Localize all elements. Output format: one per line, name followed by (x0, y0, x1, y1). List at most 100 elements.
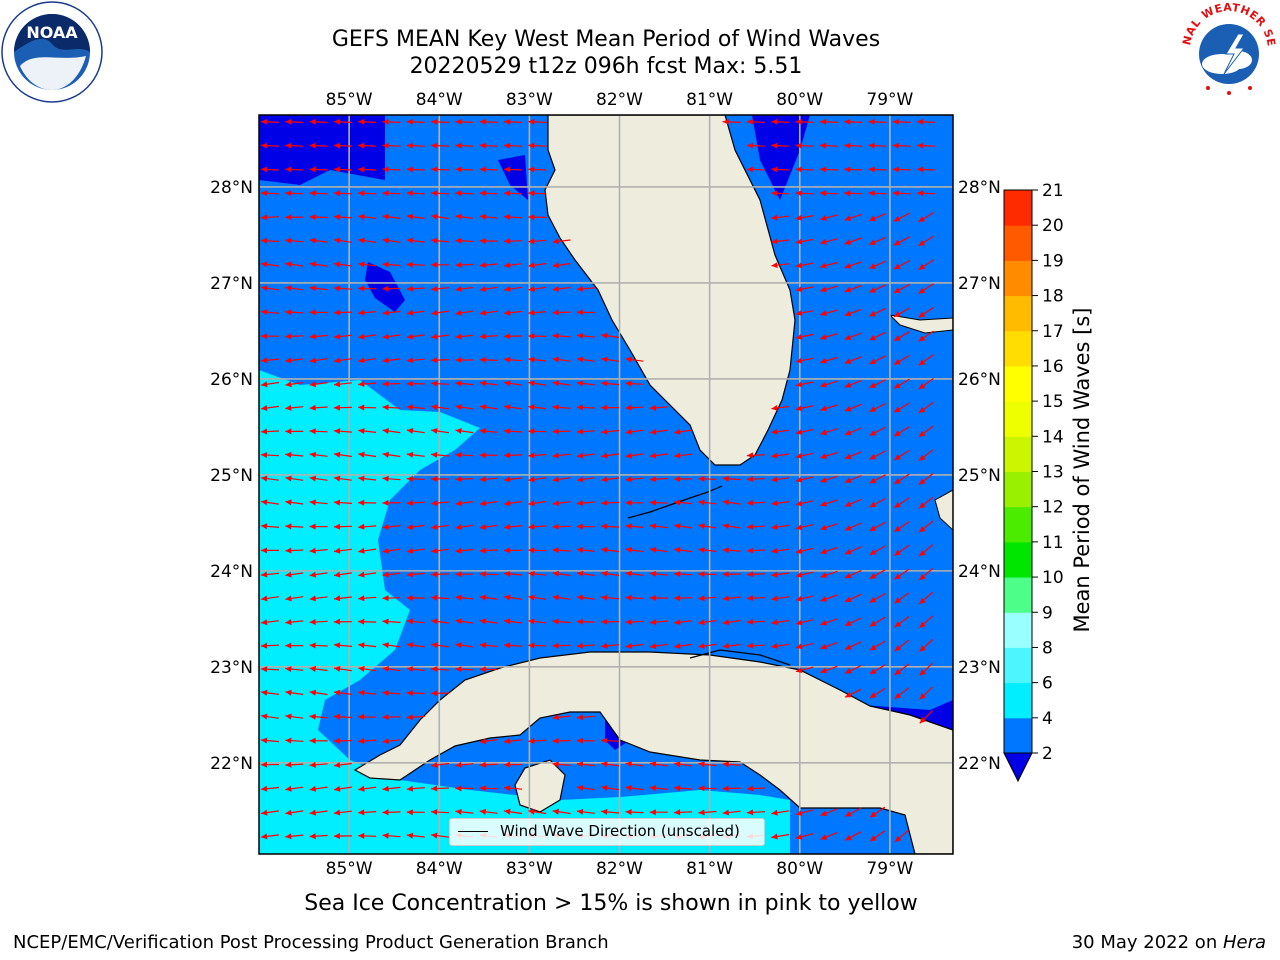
colorbar-tick-label: 9 (1042, 603, 1053, 623)
lat-tick-label-left: 26°N (210, 370, 253, 390)
wave-direction-arrowhead (358, 333, 365, 340)
colorbar-tick-label: 12 (1042, 498, 1064, 518)
wave-direction-arrowhead (285, 689, 292, 696)
wave-direction-arrowhead (504, 286, 511, 292)
wave-direction-arrowhead (771, 166, 778, 173)
wave-direction-arrowhead (261, 689, 268, 696)
wave-direction-arrowhead (893, 239, 901, 246)
wave-direction-arrowhead (771, 262, 778, 269)
wave-direction-arrowhead (333, 190, 341, 197)
wave-direction-arrowhead (820, 310, 827, 317)
wave-direction-arrowhead (625, 476, 632, 483)
wave-direction-arrowhead (625, 594, 632, 601)
wave-direction-arrowhead (285, 571, 292, 578)
wave-direction-arrowhead (552, 380, 560, 387)
colorbar-tick-label: 8 (1042, 638, 1053, 658)
colorbar-segment (1004, 717, 1032, 754)
wave-direction-arrowhead (674, 428, 681, 435)
wave-direction-arrowhead (285, 475, 292, 482)
wave-direction-arrowhead (504, 214, 511, 220)
wave-direction-arrowhead (406, 261, 413, 268)
lon-tick-label-bottom: 81°W (686, 859, 733, 879)
wave-direction-arrowhead (819, 118, 827, 125)
wave-direction-arrowhead (431, 762, 438, 768)
lon-tick-label-bottom: 84°W (416, 859, 463, 879)
wave-direction-arrowhead (601, 356, 608, 363)
wave-direction-arrowhead (455, 642, 462, 649)
wave-direction-arrowhead (601, 761, 608, 768)
colorbar-segment (1004, 682, 1032, 719)
wave-direction-arrowhead (771, 619, 778, 626)
wave-direction-arrowhead (892, 166, 899, 173)
wave-direction-arrowhead (309, 118, 316, 125)
wave-direction-arrowhead (333, 404, 340, 411)
wave-direction-arrowhead (309, 404, 316, 411)
wave-direction-arrowhead (919, 550, 926, 557)
wave-direction-arrowhead (504, 262, 511, 269)
wave-direction-arrowhead (479, 524, 487, 530)
wave-direction-arrowhead (261, 333, 267, 340)
wave-direction-arrowhead (698, 643, 705, 649)
wave-direction-arrowhead (528, 570, 535, 577)
wave-direction-arrowhead (528, 452, 535, 459)
wave-direction-arrowhead (382, 309, 389, 316)
wave-direction-arrowhead (382, 595, 389, 602)
wave-direction-arrowhead (406, 500, 413, 506)
wave-direction-arrowhead (552, 262, 560, 269)
sea-ice-note: Sea Ice Concentration > 15% is shown in … (304, 891, 918, 916)
wave-direction-arrowhead (918, 430, 926, 437)
wave-direction-arrowhead (261, 475, 268, 482)
wave-direction-arrowhead (358, 785, 365, 792)
wave-direction-arrowhead (504, 380, 511, 387)
cuba-north-cays (689, 649, 791, 666)
colorbar-segment (1004, 471, 1032, 508)
wave-direction-arrowhead (358, 618, 365, 625)
wave-direction-arrowhead (845, 620, 852, 626)
wave-direction-arrowhead (431, 618, 438, 625)
wave-direction-arrowhead (649, 404, 657, 411)
wave-direction-arrowhead (406, 142, 413, 149)
wave-direction-arrowhead (479, 428, 486, 435)
wave-direction-arrowhead (869, 263, 876, 269)
wave-direction-arrowhead (649, 809, 656, 816)
wave-direction-arrowhead (382, 642, 389, 649)
wave-direction-arrowhead (552, 570, 559, 577)
wave-direction-arrowhead (698, 499, 705, 506)
wave-direction-arrowhead (358, 261, 365, 268)
wave-direction-arrowhead (844, 501, 852, 507)
wave-direction-arrowhead (747, 642, 754, 649)
wave-direction-arrowhead (261, 713, 268, 720)
wave-direction-arrowhead (261, 118, 268, 125)
wave-direction-arrowhead (601, 594, 608, 601)
wave-direction-arrowhead (894, 478, 901, 484)
wave-direction-arrowhead (674, 643, 681, 649)
wave-direction-arrowhead (674, 452, 681, 459)
wave-direction-arrowhead (869, 406, 877, 412)
wave-direction-arrowhead (747, 476, 754, 483)
wave-direction-arrowhead (649, 476, 656, 483)
colorbar-tick-label: 20 (1042, 216, 1064, 236)
wave-direction-arrowhead (918, 335, 926, 342)
wave-direction-arrowhead (845, 668, 852, 674)
wave-direction-arrowhead (285, 333, 292, 340)
wave-direction-arrowhead (869, 310, 876, 317)
wave-direction-arrowhead (528, 523, 535, 530)
wave-direction-arrowhead (479, 333, 486, 340)
wave-direction-arrowhead (601, 570, 608, 577)
wave-direction-arrowhead (918, 216, 926, 222)
wave-direction-arrowhead (869, 620, 877, 627)
wave-direction-arrowhead (894, 335, 901, 341)
wave-direction-arrowhead (820, 429, 827, 436)
wave-direction-arrowhead (795, 595, 803, 602)
wave-direction-arrowhead (406, 571, 414, 578)
wave-direction-arrowhead (479, 761, 486, 768)
wave-direction-arrowhead (504, 785, 511, 792)
map-legend: Wind Wave Direction (unscaled) (449, 818, 765, 846)
colorbar-tick-label: 4 (1042, 709, 1053, 729)
wave-direction-arrowhead (845, 834, 852, 841)
wave-direction-arrowhead (261, 737, 268, 744)
wave-direction-arrowhead (358, 166, 365, 173)
wave-direction-arrowhead (552, 309, 559, 316)
wave-direction-arrowhead (820, 667, 828, 674)
wave-direction-arrowhead (722, 809, 730, 816)
